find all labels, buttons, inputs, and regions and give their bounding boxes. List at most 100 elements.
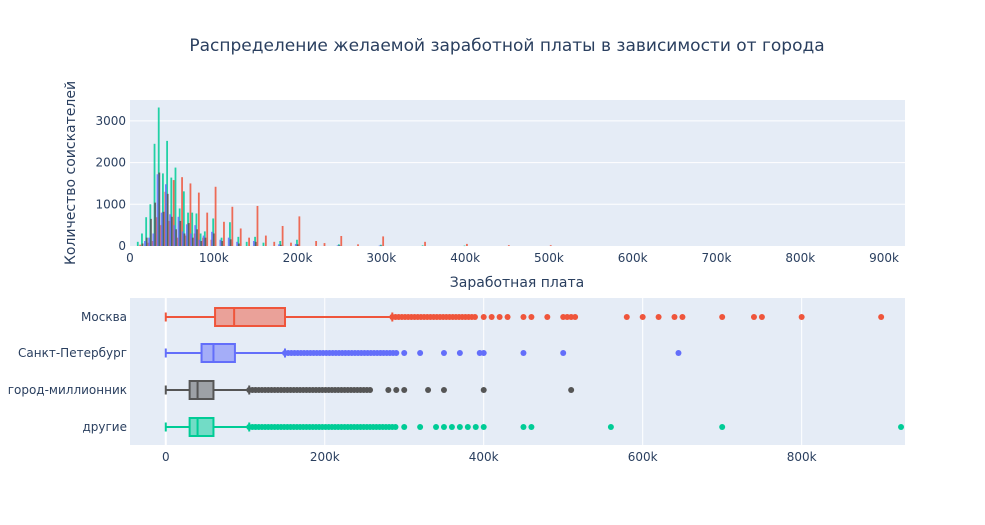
bar-other xyxy=(262,242,265,246)
bar-spb xyxy=(378,245,381,247)
outlier-point xyxy=(520,314,527,320)
category-label: Москва xyxy=(81,310,127,324)
boxplot-marks xyxy=(164,307,905,437)
outlier-point xyxy=(496,314,503,320)
bar-million-city xyxy=(254,241,257,246)
bar-moscow xyxy=(549,245,552,246)
bar-other xyxy=(229,222,231,246)
bar-million-city xyxy=(175,229,177,246)
bar-million-city xyxy=(380,245,383,247)
outlier-point xyxy=(488,314,495,320)
bar-spb xyxy=(202,235,205,246)
outlier-point xyxy=(758,314,765,320)
iqr-box xyxy=(188,417,215,437)
bar-other xyxy=(191,212,194,246)
bar-spb xyxy=(165,184,167,246)
bar-other xyxy=(379,244,382,246)
bar-moscow xyxy=(214,186,217,246)
histogram-x-ticks: 0 100k 200k 300k 400k 500k 600k 700k 800k 900k xyxy=(126,251,899,265)
x-tick-label: 900k xyxy=(869,251,899,265)
bar-million-city xyxy=(212,233,215,246)
outlier-point xyxy=(639,314,646,320)
bar-million-city xyxy=(187,223,190,246)
bar-moscow xyxy=(181,177,183,246)
bar-other xyxy=(153,143,156,246)
outlier-point xyxy=(448,424,455,430)
outlier-point xyxy=(440,350,447,356)
outlier-point xyxy=(528,314,535,320)
bar-other xyxy=(237,236,240,246)
outlier-point xyxy=(520,424,527,430)
outlier-point xyxy=(456,350,463,356)
category-label: Санкт-Петербург xyxy=(18,346,127,360)
histogram-y-ticks: 0 1000 2000 3000 xyxy=(95,114,126,253)
bar-spb xyxy=(160,212,163,246)
bar-moscow xyxy=(231,206,234,246)
bar-other xyxy=(141,233,143,246)
x-tick-label: 100k xyxy=(199,251,229,265)
bar-moscow xyxy=(197,192,200,246)
outlier-point xyxy=(719,424,726,430)
bar-spb xyxy=(152,233,155,246)
outlier-point xyxy=(520,350,527,356)
outlier-point xyxy=(385,387,392,393)
bar-million-city xyxy=(338,245,341,246)
bar-moscow xyxy=(189,183,192,246)
bar-moscow xyxy=(323,243,326,246)
bar-moscow xyxy=(256,205,259,246)
bar-million-city xyxy=(238,243,240,246)
bar-million-city xyxy=(196,229,198,246)
bar-million-city xyxy=(179,220,182,246)
bar-other xyxy=(145,217,148,246)
outlier-point xyxy=(401,424,408,430)
outlier-point xyxy=(607,424,614,430)
outlier-point xyxy=(464,424,471,430)
bar-moscow xyxy=(248,237,250,246)
bar-million-city xyxy=(191,237,194,246)
x-tick-label: 0 xyxy=(162,450,170,464)
histogram-bars xyxy=(136,107,552,247)
bar-spb xyxy=(211,231,213,246)
outlier-point xyxy=(401,350,408,356)
outlier-point xyxy=(675,350,682,356)
outlier-point xyxy=(623,314,630,320)
outlier-point xyxy=(480,387,487,393)
bar-moscow xyxy=(290,242,292,246)
bar-other xyxy=(279,240,282,246)
bar-other xyxy=(166,140,169,246)
outlier-point xyxy=(528,424,535,430)
bar-moscow xyxy=(273,241,276,246)
bar-spb xyxy=(181,231,184,246)
bar-other xyxy=(174,167,177,246)
bar-million-city xyxy=(204,237,207,246)
outlier-point xyxy=(480,350,487,356)
bar-million-city xyxy=(145,237,148,246)
outlier-point xyxy=(898,424,905,430)
bar-spb xyxy=(169,214,171,246)
box-spb xyxy=(164,343,682,363)
bar-moscow xyxy=(206,212,209,246)
outlier-point xyxy=(480,314,487,320)
category-label: город-миллионник xyxy=(8,383,127,397)
bar-million-city xyxy=(279,244,282,246)
x-tick-label: 800k xyxy=(785,251,815,265)
bar-moscow xyxy=(340,235,343,246)
bar-moscow xyxy=(223,221,225,246)
outlier-point xyxy=(572,314,579,320)
bar-moscow xyxy=(298,216,301,246)
outlier-point xyxy=(472,424,479,430)
bar-moscow xyxy=(264,235,267,246)
bar-other xyxy=(421,245,424,246)
bar-spb xyxy=(278,244,280,246)
boxplot-gridlines xyxy=(164,298,803,445)
bar-million-city xyxy=(183,233,186,246)
bar-million-city xyxy=(296,244,299,246)
outlier-point xyxy=(471,314,478,320)
bar-moscow xyxy=(466,243,468,246)
outlier-point xyxy=(719,314,726,320)
outlier-point xyxy=(671,314,678,320)
bar-million-city xyxy=(170,216,173,246)
x-tick-label: 200k xyxy=(283,251,313,265)
outlier-point xyxy=(504,314,511,320)
bar-million-city xyxy=(154,202,157,246)
